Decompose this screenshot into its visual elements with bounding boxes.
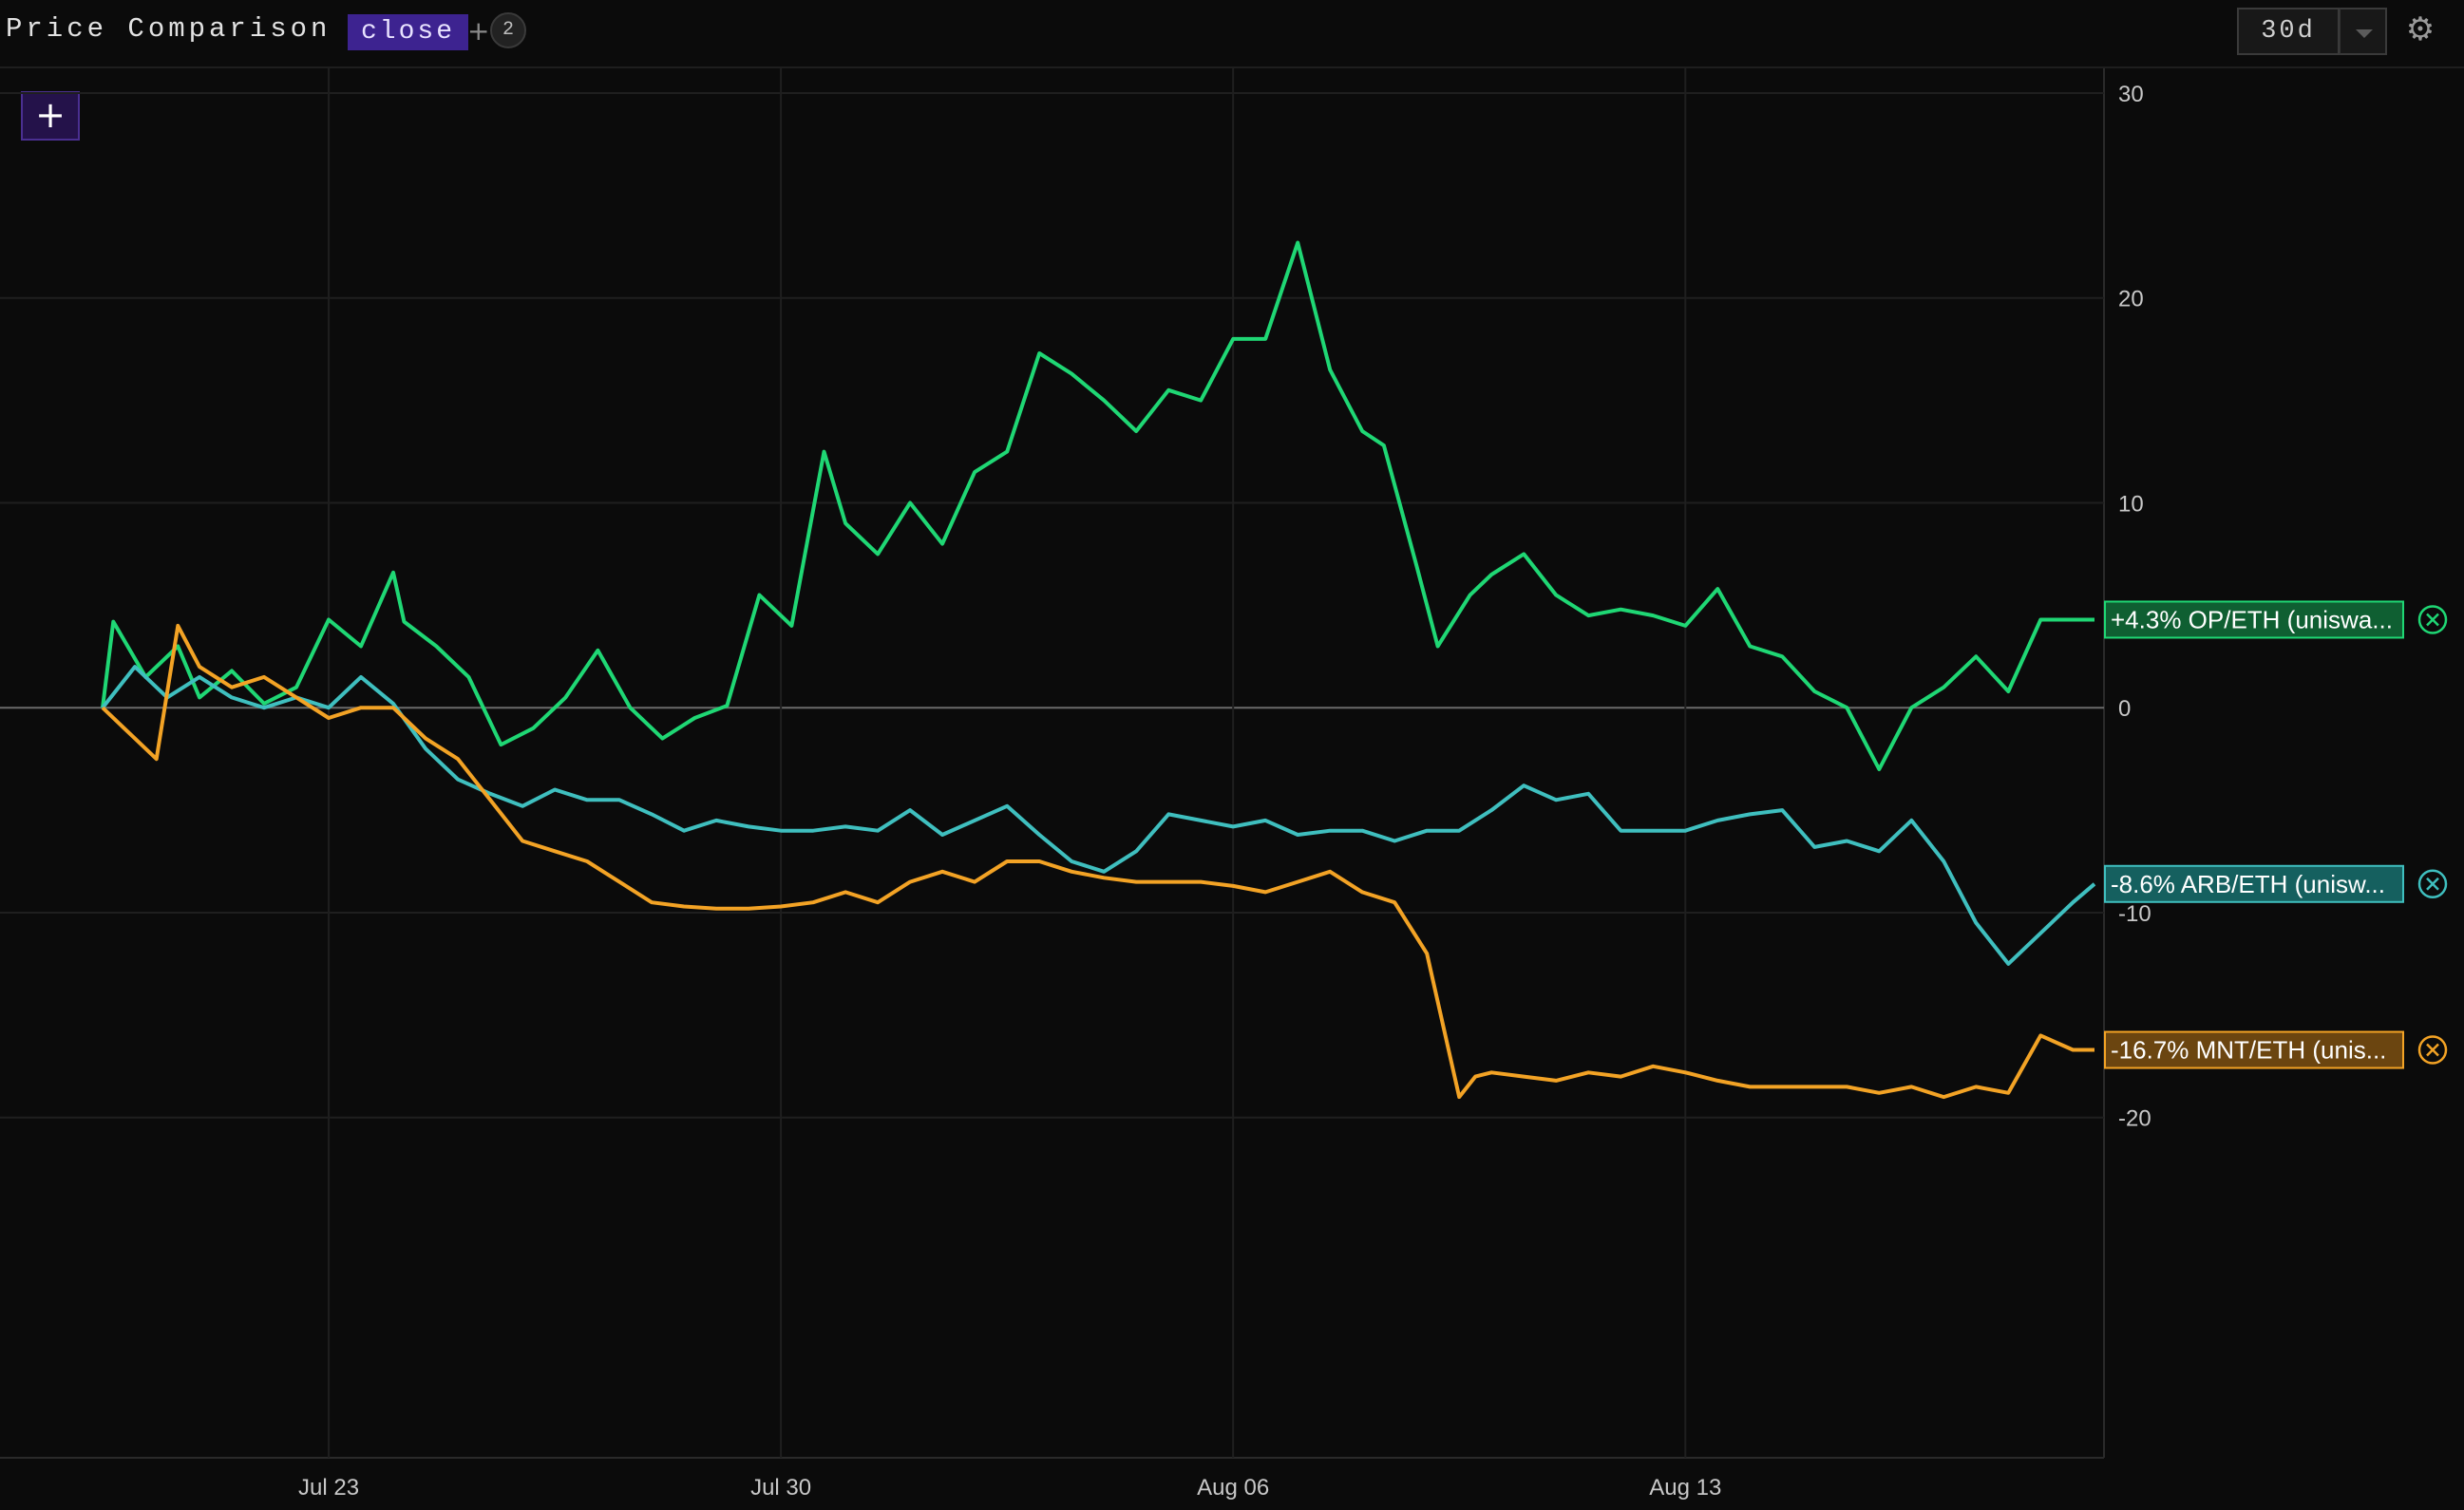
toolbar: Price Comparison close + 2 30d ⚙ bbox=[0, 0, 2464, 68]
gear-icon[interactable]: ⚙ bbox=[2405, 10, 2436, 48]
x-tick-label: Jul 30 bbox=[750, 1475, 811, 1501]
close-icon bbox=[2426, 613, 2439, 627]
y-tick-label: 10 bbox=[2118, 491, 2144, 517]
remove-series-icon[interactable] bbox=[2417, 1035, 2448, 1065]
y-tick-label: 20 bbox=[2118, 287, 2144, 312]
close-icon bbox=[2426, 877, 2439, 891]
series-line-op bbox=[101, 240, 2094, 771]
series-field-tag[interactable]: close bbox=[348, 14, 469, 50]
y-tick-label: -20 bbox=[2118, 1106, 2151, 1132]
y-tick-label: 0 bbox=[2118, 696, 2131, 722]
chevron-down-icon[interactable] bbox=[2340, 8, 2387, 55]
series-end-label-op bbox=[2104, 600, 2404, 639]
page-title: Price Comparison bbox=[6, 13, 332, 45]
y-tick-label: 30 bbox=[2118, 82, 2144, 107]
x-tick-label: Aug 06 bbox=[1197, 1475, 1269, 1501]
plus-icon: + bbox=[467, 15, 490, 47]
x-tick-label: Jul 23 bbox=[298, 1475, 359, 1501]
series-end-label-text: -16.7% MNT/ETH (unis... bbox=[2111, 1036, 2386, 1065]
add-series-button[interactable]: + bbox=[21, 91, 80, 141]
series-end-label-text: +4.3% OP/ETH (uniswa... bbox=[2111, 605, 2393, 633]
series-count-badge[interactable]: 2 bbox=[490, 12, 526, 48]
y-tick-label: -10 bbox=[2118, 901, 2151, 927]
series-end-label-text: -8.6% ARB/ETH (unisw... bbox=[2111, 870, 2385, 898]
series-line-arb bbox=[101, 665, 2096, 966]
series-line-mnt bbox=[101, 623, 2094, 1100]
time-range-select[interactable]: 30d bbox=[2237, 8, 2340, 55]
series-end-label-arb bbox=[2104, 864, 2404, 903]
x-tick-label: Aug 13 bbox=[1649, 1475, 1721, 1501]
time-range-value: 30d bbox=[2261, 17, 2316, 46]
remove-series-icon[interactable] bbox=[2417, 605, 2448, 634]
series-end-label-mnt bbox=[2104, 1030, 2404, 1069]
close-icon bbox=[2426, 1043, 2439, 1057]
remove-series-icon[interactable] bbox=[2417, 869, 2448, 899]
